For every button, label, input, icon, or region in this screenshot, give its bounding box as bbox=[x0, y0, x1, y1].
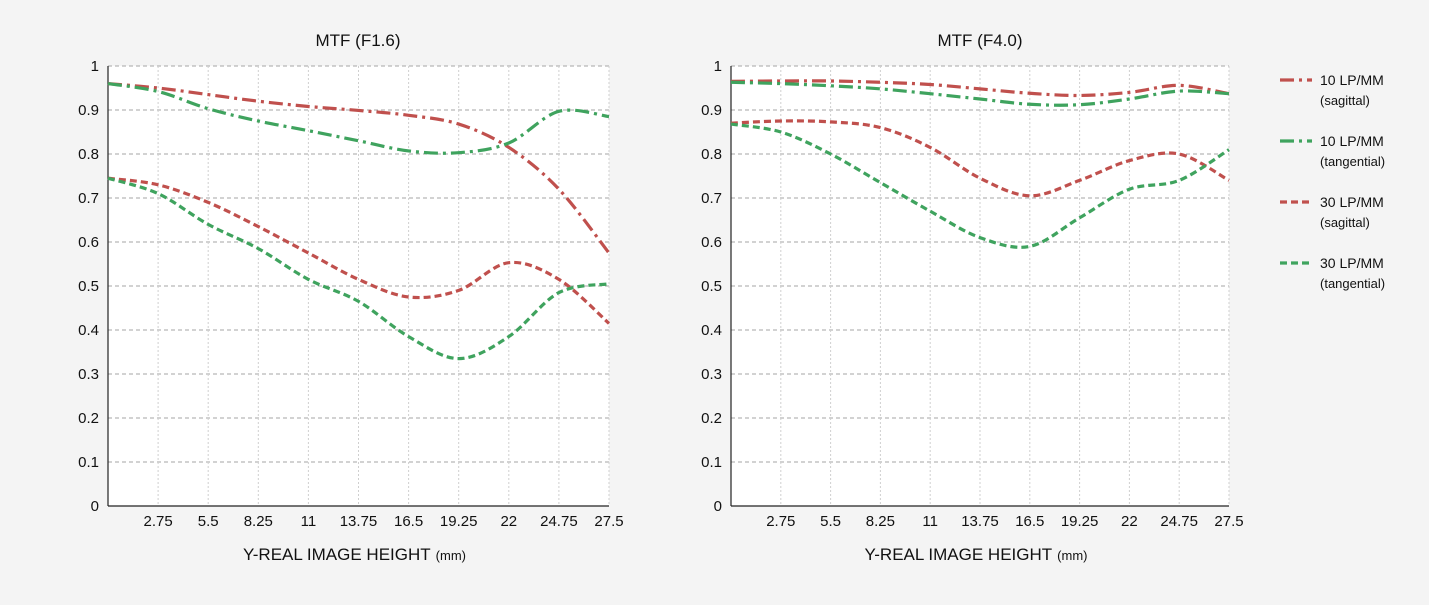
y-tick-label: 0.2 bbox=[701, 410, 722, 427]
x-axis-label-unit: (mm) bbox=[436, 548, 466, 563]
legend-sublabel: (tangential) bbox=[1320, 276, 1385, 291]
x-tick-label: 27.5 bbox=[594, 513, 623, 530]
legend-sublabel: (sagittal) bbox=[1320, 93, 1370, 108]
legend-label: 10 LP/MM bbox=[1320, 133, 1384, 149]
series-line-0 bbox=[730, 79, 1230, 98]
legend-label: 30 LP/MM bbox=[1320, 194, 1384, 210]
x-axis-label: Y-REAL IMAGE HEIGHT (mm) bbox=[243, 545, 466, 564]
y-tick-label: 0.4 bbox=[78, 322, 99, 339]
y-tick-label: 0.3 bbox=[78, 366, 99, 383]
x-tick-label: 13.75 bbox=[961, 513, 999, 530]
y-tick-label: 0.5 bbox=[78, 278, 99, 295]
x-tick-label: 19.25 bbox=[1061, 513, 1099, 530]
mtf-chart-f1-6: MTF (F1.6) 0 0.1 0.2 0.3 0.4 0.5 0.6 0.7 0.8 0.9 1 2… bbox=[78, 31, 623, 564]
legend-sublabel: (sagittal) bbox=[1320, 215, 1370, 230]
legend-label: 30 LP/MM bbox=[1320, 255, 1384, 271]
y-tick-label: 1 bbox=[91, 58, 99, 75]
mtf-chart-f4-0: MTF (F4.0) 0 0.1 0.2 0.3 0.4 0.5 0.6 0.7 0.8 0.9 1 2… bbox=[701, 31, 1243, 564]
y-tick-label: 0.6 bbox=[78, 234, 99, 251]
series-line-3 bbox=[107, 176, 610, 361]
x-tick-label: 22 bbox=[1121, 513, 1138, 530]
x-axis-label-unit: (mm) bbox=[1057, 548, 1087, 563]
x-axis-label-main: Y-REAL IMAGE HEIGHT bbox=[864, 545, 1052, 564]
x-tick-label: 5.5 bbox=[198, 513, 219, 530]
x-tick-label: 27.5 bbox=[1214, 513, 1243, 530]
y-tick-label: 0.6 bbox=[701, 234, 722, 251]
x-tick-label: 8.25 bbox=[244, 513, 273, 530]
series-line-2 bbox=[107, 176, 611, 325]
chart-legend: 10 LP/MM (sagittal) 10 LP/MM (tangential) 30… bbox=[1280, 72, 1385, 291]
chart-title: MTF (F4.0) bbox=[938, 31, 1023, 50]
chart-title: MTF (F1.6) bbox=[316, 31, 401, 50]
series-line-1 bbox=[730, 80, 1230, 107]
y-tick-label: 0 bbox=[714, 498, 722, 515]
x-tick-label: 11 bbox=[922, 513, 938, 530]
y-tick-label: 0.9 bbox=[78, 102, 99, 119]
x-tick-label: 22 bbox=[500, 513, 517, 530]
legend-label: 10 LP/MM bbox=[1320, 72, 1384, 88]
series-line-0 bbox=[107, 82, 611, 254]
x-tick-label: 16.5 bbox=[1015, 513, 1044, 530]
x-tick-label: 2.75 bbox=[143, 513, 172, 530]
y-tick-label: 0.3 bbox=[701, 366, 722, 383]
y-tick-label: 0.8 bbox=[78, 146, 99, 163]
y-tick-label: 0.4 bbox=[701, 322, 722, 339]
y-tick-label: 0.5 bbox=[701, 278, 722, 295]
x-tick-label: 2.75 bbox=[766, 513, 795, 530]
y-tick-label: 0.9 bbox=[701, 102, 722, 119]
x-tick-label: 11 bbox=[301, 513, 317, 530]
legend-sublabel: (tangential) bbox=[1320, 154, 1385, 169]
x-tick-label: 8.25 bbox=[866, 513, 895, 530]
y-tick-label: 0.1 bbox=[78, 454, 99, 471]
y-tick-label: 0 bbox=[91, 498, 99, 515]
x-tick-label: 13.75 bbox=[340, 513, 378, 530]
y-tick-label: 0.1 bbox=[701, 454, 722, 471]
x-tick-label: 16.5 bbox=[394, 513, 423, 530]
x-axis-label-main: Y-REAL IMAGE HEIGHT bbox=[243, 545, 431, 564]
y-tick-label: 0.8 bbox=[701, 146, 722, 163]
y-tick-label: 0.7 bbox=[78, 190, 99, 207]
y-tick-label: 0.7 bbox=[701, 190, 722, 207]
x-tick-label: 19.25 bbox=[440, 513, 478, 530]
x-tick-label: 5.5 bbox=[820, 513, 841, 530]
series-line-3 bbox=[730, 122, 1230, 249]
x-tick-label: 24.75 bbox=[1160, 513, 1198, 530]
y-tick-label: 0.2 bbox=[78, 410, 99, 427]
x-axis-label: Y-REAL IMAGE HEIGHT (mm) bbox=[864, 545, 1087, 564]
y-tick-label: 1 bbox=[714, 58, 722, 75]
series-line-1 bbox=[107, 82, 610, 155]
x-tick-label: 24.75 bbox=[540, 513, 578, 530]
